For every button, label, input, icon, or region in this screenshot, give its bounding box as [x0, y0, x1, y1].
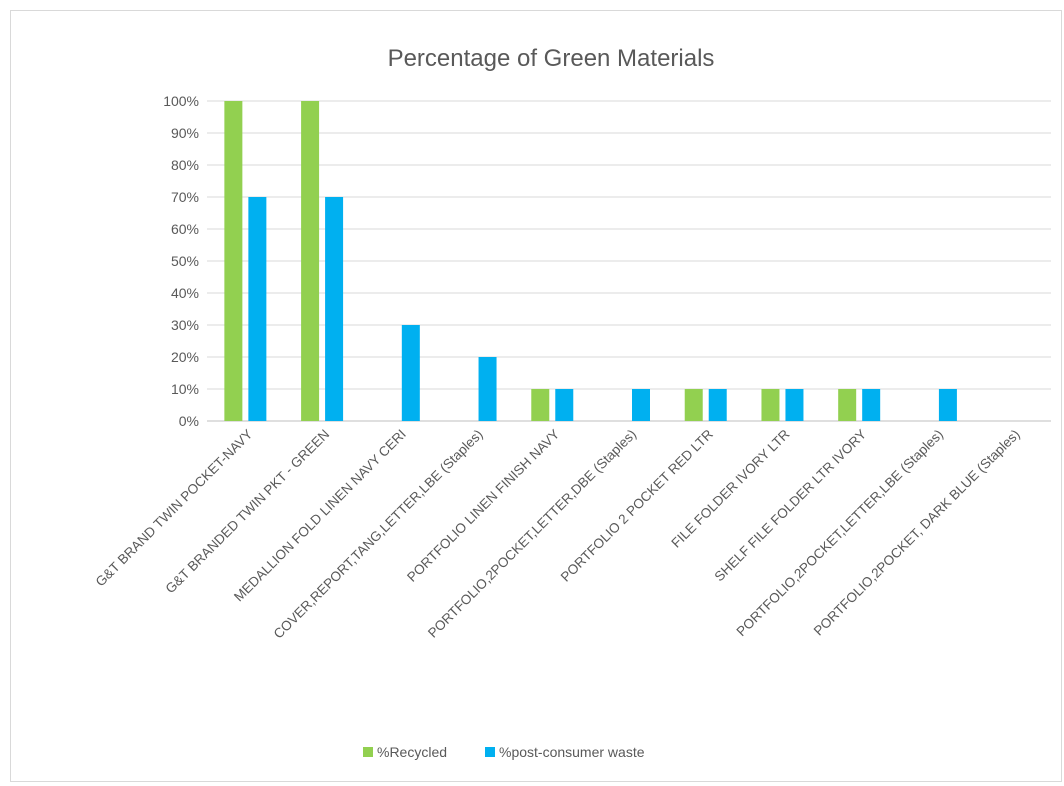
- x-tick-label: SHELF FILE FOLDER LTR IVORY: [712, 427, 870, 585]
- bar-post-consumer: [708, 389, 727, 421]
- y-tick-label: 20%: [171, 349, 199, 365]
- legend: %Recycled %post-consumer waste: [363, 744, 645, 760]
- bar-recycled: [684, 389, 703, 421]
- bar-post-consumer: [862, 389, 881, 421]
- bar-post-consumer: [478, 357, 497, 421]
- y-tick-label: 50%: [171, 253, 199, 269]
- y-tick-label: 100%: [163, 93, 199, 109]
- gridlines: [207, 100, 1051, 422]
- x-tick-label: MEDALLION FOLD LINEN NAVY CERI: [231, 427, 409, 605]
- bar-post-consumer: [785, 389, 804, 421]
- bar-recycled: [301, 101, 320, 421]
- x-tick-label: G&T BRAND TWIN POCKET-NAVY: [93, 427, 256, 590]
- chart-title: Percentage of Green Materials: [388, 45, 715, 72]
- bar-recycled: [224, 101, 243, 421]
- bars: [224, 101, 957, 421]
- y-axis: 0% 10% 20% 30% 40% 50% 60% 70% 80% 90% 100%: [163, 93, 199, 429]
- bar-post-consumer: [632, 389, 650, 421]
- chart-container: Percentage of Green Materials 0% 10% 20% 30…: [10, 10, 1062, 782]
- legend-swatch: [363, 747, 373, 757]
- bar-recycled: [838, 389, 857, 421]
- y-tick-label: 40%: [171, 285, 199, 301]
- bar-recycled: [531, 389, 550, 421]
- x-tick-label: PORTFOLIO 2 POCKET RED LTR: [558, 426, 716, 584]
- y-tick-label: 10%: [171, 381, 199, 397]
- legend-swatch: [485, 747, 495, 757]
- y-tick-label: 0%: [179, 413, 199, 429]
- x-tick-label: G&T BRANDED TWIN PKT - GREEN: [162, 427, 332, 597]
- bar-post-consumer: [555, 389, 574, 421]
- y-tick-label: 80%: [171, 157, 199, 173]
- bar-recycled: [761, 389, 780, 421]
- bar-post-consumer: [401, 325, 420, 421]
- y-tick-label: 70%: [171, 189, 199, 205]
- y-tick-label: 90%: [171, 125, 199, 141]
- y-tick-label: 30%: [171, 317, 199, 333]
- bar-chart: Percentage of Green Materials 0% 10% 20% 30…: [93, 45, 1051, 760]
- legend-label: %Recycled: [377, 744, 447, 760]
- legend-label: %post-consumer waste: [499, 744, 645, 760]
- bar-post-consumer: [325, 197, 344, 421]
- x-tick-label: PORTFOLIO LINEN FINISH NAVY: [404, 427, 562, 585]
- bar-post-consumer: [248, 197, 267, 421]
- bar-post-consumer: [938, 389, 957, 421]
- y-tick-label: 60%: [171, 221, 199, 237]
